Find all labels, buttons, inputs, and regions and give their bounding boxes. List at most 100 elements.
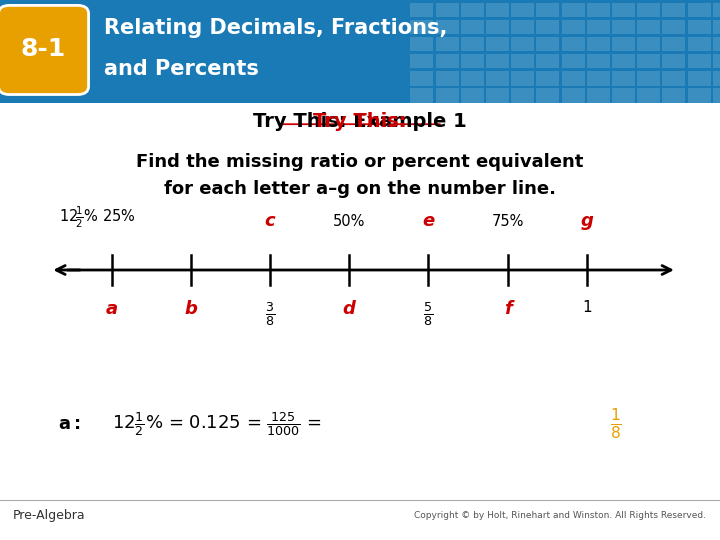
Text: for each letter a–g on the number line.: for each letter a–g on the number line. <box>164 180 556 198</box>
Bar <box>461 37 484 51</box>
Bar <box>688 37 711 51</box>
Bar <box>662 88 685 103</box>
Bar <box>436 71 459 85</box>
Bar <box>536 71 559 85</box>
Bar <box>612 71 635 85</box>
Bar <box>562 54 585 69</box>
Bar <box>410 71 433 85</box>
Text: Find the missing ratio or percent equivalent: Find the missing ratio or percent equiva… <box>136 153 584 171</box>
Bar <box>612 3 635 17</box>
Bar <box>436 20 459 34</box>
Bar <box>536 20 559 34</box>
Text: e: e <box>422 212 435 230</box>
Bar <box>536 88 559 103</box>
Bar <box>713 54 720 69</box>
Bar <box>410 3 433 17</box>
Text: $\frac{3}{8}$: $\frac{3}{8}$ <box>265 300 275 328</box>
Bar <box>587 71 610 85</box>
Bar <box>587 88 610 103</box>
Bar <box>637 3 660 17</box>
Text: and Percents: and Percents <box>104 59 259 79</box>
Bar <box>486 37 509 51</box>
Bar <box>637 54 660 69</box>
Bar <box>486 71 509 85</box>
Bar <box>688 71 711 85</box>
Text: Try This:: Try This: <box>313 112 407 131</box>
Text: $\frac{1}{8}$: $\frac{1}{8}$ <box>610 407 621 441</box>
Bar <box>562 20 585 34</box>
Bar <box>511 54 534 69</box>
Text: $\bf{a:}$: $\bf{a:}$ <box>58 415 81 433</box>
Bar <box>461 3 484 17</box>
Bar <box>536 54 559 69</box>
Bar <box>587 20 610 34</box>
Text: f: f <box>504 300 511 318</box>
Text: $12\!\frac{1}{2}$% 25%: $12\!\frac{1}{2}$% 25% <box>59 204 135 230</box>
Bar <box>713 3 720 17</box>
Bar <box>410 88 433 103</box>
Bar <box>662 54 685 69</box>
Bar <box>637 88 660 103</box>
FancyBboxPatch shape <box>0 5 89 94</box>
Bar <box>637 37 660 51</box>
Bar <box>688 20 711 34</box>
Bar <box>461 54 484 69</box>
Bar <box>461 88 484 103</box>
Text: g: g <box>580 212 593 230</box>
Bar <box>688 54 711 69</box>
Text: 50%: 50% <box>333 214 365 230</box>
Bar <box>688 88 711 103</box>
Bar <box>511 37 534 51</box>
Bar <box>511 20 534 34</box>
Bar <box>461 71 484 85</box>
Bar <box>612 37 635 51</box>
Bar <box>662 3 685 17</box>
Bar <box>436 54 459 69</box>
Bar <box>486 88 509 103</box>
Bar <box>713 71 720 85</box>
Bar <box>637 71 660 85</box>
Bar <box>612 88 635 103</box>
Bar <box>587 37 610 51</box>
Bar <box>562 3 585 17</box>
Text: 1: 1 <box>582 300 592 315</box>
Bar <box>536 37 559 51</box>
Text: $12\frac{1}{2}$% = 0.125 = $\frac{125}{1000}$ =: $12\frac{1}{2}$% = 0.125 = $\frac{125}{1… <box>112 410 322 438</box>
Bar <box>486 54 509 69</box>
Bar <box>536 3 559 17</box>
Text: Copyright © by Holt, Rinehart and Winston. All Rights Reserved.: Copyright © by Holt, Rinehart and Winsto… <box>413 511 706 520</box>
Text: $\frac{5}{8}$: $\frac{5}{8}$ <box>423 300 433 328</box>
FancyBboxPatch shape <box>0 0 720 103</box>
Bar <box>637 20 660 34</box>
Bar <box>436 3 459 17</box>
Text: c: c <box>265 212 275 230</box>
Bar <box>511 71 534 85</box>
Bar <box>713 20 720 34</box>
Text: Relating Decimals, Fractions,: Relating Decimals, Fractions, <box>104 18 448 38</box>
Bar <box>410 37 433 51</box>
Bar <box>486 3 509 17</box>
Bar <box>587 3 610 17</box>
Bar <box>562 88 585 103</box>
Bar <box>436 88 459 103</box>
Bar <box>688 3 711 17</box>
Bar <box>662 71 685 85</box>
Bar <box>410 54 433 69</box>
Text: b: b <box>184 300 197 318</box>
Bar <box>713 88 720 103</box>
Bar <box>461 20 484 34</box>
Bar <box>436 37 459 51</box>
Bar <box>486 20 509 34</box>
Bar <box>587 54 610 69</box>
Bar <box>612 54 635 69</box>
Bar <box>662 20 685 34</box>
Bar <box>612 20 635 34</box>
Bar <box>562 37 585 51</box>
Text: a: a <box>106 300 117 318</box>
Bar <box>511 3 534 17</box>
Bar <box>562 71 585 85</box>
Text: Pre-Algebra: Pre-Algebra <box>13 509 86 522</box>
Text: 8-1: 8-1 <box>21 37 66 60</box>
Bar <box>511 88 534 103</box>
Bar <box>662 37 685 51</box>
